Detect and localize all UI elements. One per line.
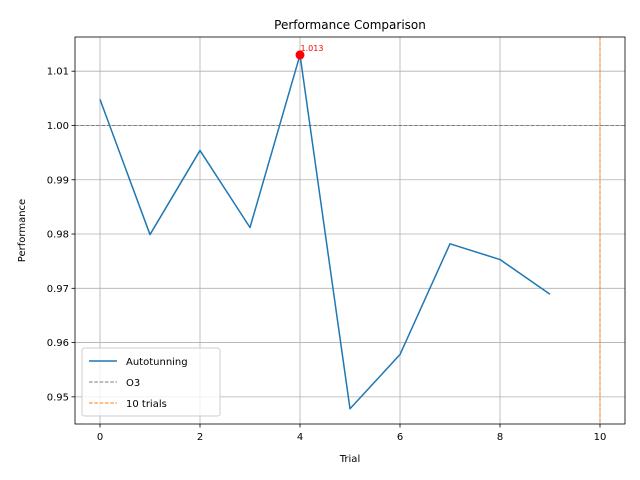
legend-label: Autotunning xyxy=(126,357,188,368)
highlight-marker: 1.013 xyxy=(295,44,324,60)
x-tick-label: 4 xyxy=(297,432,303,443)
ticks: 0 2 4 6 8 10 0.95 0.96 0.97 0.98 0.99 1.00 1.01 xyxy=(47,67,607,443)
y-axis-label: Performance xyxy=(17,199,28,262)
legend: Autotunning O3 10 trials xyxy=(81,347,221,417)
legend-label: 10 trials xyxy=(126,399,167,410)
x-tick-label: 2 xyxy=(197,432,203,443)
legend-box xyxy=(81,347,221,417)
chart-title: Performance Comparison xyxy=(274,18,426,32)
x-tick-label: 6 xyxy=(397,432,403,443)
y-tick-label: 0.99 xyxy=(47,175,69,186)
x-axis-label: Trial xyxy=(339,454,360,465)
y-tick-label: 1.01 xyxy=(47,67,69,78)
reference-lines xyxy=(75,37,625,424)
highlight-label: 1.013 xyxy=(301,44,324,53)
x-tick-label: 0 xyxy=(97,432,103,443)
grid xyxy=(75,37,625,424)
x-tick-label: 10 xyxy=(594,432,607,443)
y-tick-label: 0.96 xyxy=(47,338,69,349)
highlight-point xyxy=(295,50,305,60)
axes-frame xyxy=(74,36,626,425)
series xyxy=(99,54,551,410)
y-tick-label: 0.98 xyxy=(47,230,69,241)
x-tick-label: 8 xyxy=(497,432,503,443)
y-tick-label: 0.95 xyxy=(47,392,69,403)
series-line xyxy=(99,54,551,410)
y-tick-label: 1.00 xyxy=(47,121,69,132)
legend-label: O3 xyxy=(126,378,140,389)
y-tick-label: 0.97 xyxy=(47,284,69,295)
